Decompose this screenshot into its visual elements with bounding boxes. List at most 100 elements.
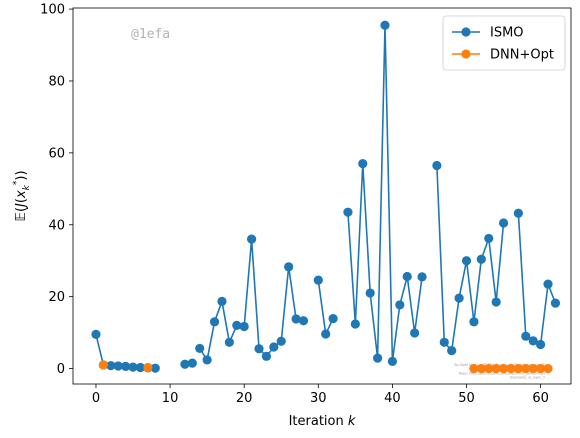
data-point	[209, 317, 220, 327]
data-point	[343, 207, 353, 217]
data-point	[521, 331, 531, 341]
data-point	[246, 234, 257, 244]
data-point	[298, 316, 309, 326]
y-tick-label: 40	[48, 218, 65, 233]
data-point	[128, 362, 138, 372]
series-layer	[91, 20, 561, 374]
data-point	[313, 275, 323, 285]
x-tick-label: 20	[236, 391, 253, 406]
data-point	[358, 159, 368, 169]
x-tick-label: 50	[458, 391, 475, 406]
data-point	[402, 271, 412, 282]
data-point	[447, 345, 457, 356]
data-point	[261, 351, 272, 361]
footnote-line: Username: ss_login_cl	[510, 376, 545, 380]
legend-entry: DNN+Opt	[452, 48, 554, 63]
legend-entry: ISMO	[452, 26, 524, 41]
series-dnn-opt	[98, 360, 553, 374]
data-point	[513, 363, 523, 374]
footnote-line: By Djotil Stun Lyn @ ETH Zurich s.lye@gm…	[454, 363, 545, 367]
data-point	[476, 363, 486, 374]
data-point	[224, 337, 234, 347]
data-point	[291, 314, 301, 324]
data-point	[217, 296, 227, 306]
data-point	[498, 218, 509, 228]
data-point	[543, 363, 553, 374]
data-point	[365, 288, 375, 298]
data-point	[491, 297, 501, 307]
data-point	[439, 337, 449, 347]
data-point	[187, 358, 197, 368]
data-point	[121, 361, 131, 371]
svg-text:𝔼(J(xk*)): 𝔼(J(xk*))	[12, 170, 32, 221]
data-point	[328, 313, 338, 324]
data-point	[98, 360, 108, 370]
legend-marker	[461, 27, 471, 37]
legend-label: DNN+Opt	[490, 48, 554, 63]
data-point	[432, 160, 442, 171]
data-point	[284, 262, 294, 272]
x-tick-label: 30	[310, 391, 327, 406]
data-point	[254, 344, 264, 354]
data-point	[202, 355, 212, 365]
data-point	[380, 20, 390, 30]
data-point	[536, 363, 546, 374]
y-tick-label: 0	[57, 362, 65, 377]
y-axis-ticks: 0 20 40 60 80 100	[40, 3, 73, 377]
data-point	[528, 336, 538, 346]
data-point	[476, 254, 486, 264]
y-tick-label: 100	[40, 3, 65, 18]
x-tick-label: 40	[384, 391, 401, 406]
x-axis-label-var: k	[348, 414, 356, 429]
plot-frame	[72, 7, 572, 385]
legend-label: ISMO	[490, 26, 524, 41]
data-point	[506, 363, 516, 374]
data-point	[239, 321, 249, 332]
data-point	[543, 279, 553, 289]
x-axis-label: Iteration k	[289, 414, 356, 429]
series-line-segment	[436, 165, 505, 352]
data-point	[528, 363, 538, 374]
data-point	[536, 339, 546, 350]
plot-area	[73, 8, 571, 384]
x-axis-label-text: Iteration	[289, 414, 348, 429]
legend: ISMO DNN+Opt	[442, 15, 566, 71]
x-tick-label: 0	[92, 391, 100, 406]
x-axis-ticks: 0 10 20 30 40 50 60	[92, 384, 549, 406]
y-tick-label: 20	[48, 290, 65, 305]
data-point	[143, 362, 153, 373]
data-point	[469, 363, 479, 374]
data-point	[395, 300, 405, 310]
data-point	[550, 298, 561, 308]
data-point	[387, 356, 398, 366]
data-point	[484, 363, 494, 374]
data-point	[417, 272, 427, 282]
legend-marker	[461, 49, 471, 59]
data-point	[498, 363, 509, 374]
x-tick-label: 60	[532, 391, 549, 406]
data-point	[469, 317, 479, 327]
legend-box	[442, 15, 566, 71]
data-point	[321, 329, 331, 339]
data-point	[350, 319, 360, 329]
data-point	[106, 361, 116, 371]
data-point	[410, 328, 420, 338]
data-point	[135, 362, 146, 373]
watermark-text: @1efa	[131, 27, 170, 42]
data-point	[513, 208, 523, 218]
data-point	[269, 342, 279, 352]
y-axis-label-expect: 𝔼	[14, 212, 29, 221]
data-point	[484, 233, 494, 244]
data-point	[461, 256, 472, 266]
data-point	[195, 343, 205, 354]
y-tick-label: 60	[48, 146, 65, 161]
data-point	[150, 363, 160, 373]
data-point	[232, 320, 242, 331]
data-point	[113, 361, 123, 371]
data-point	[521, 363, 531, 374]
y-tick-label: 80	[48, 74, 65, 89]
data-point	[491, 363, 501, 374]
x-tick-label: 10	[162, 391, 179, 406]
data-point	[454, 293, 464, 303]
data-point	[180, 359, 190, 369]
